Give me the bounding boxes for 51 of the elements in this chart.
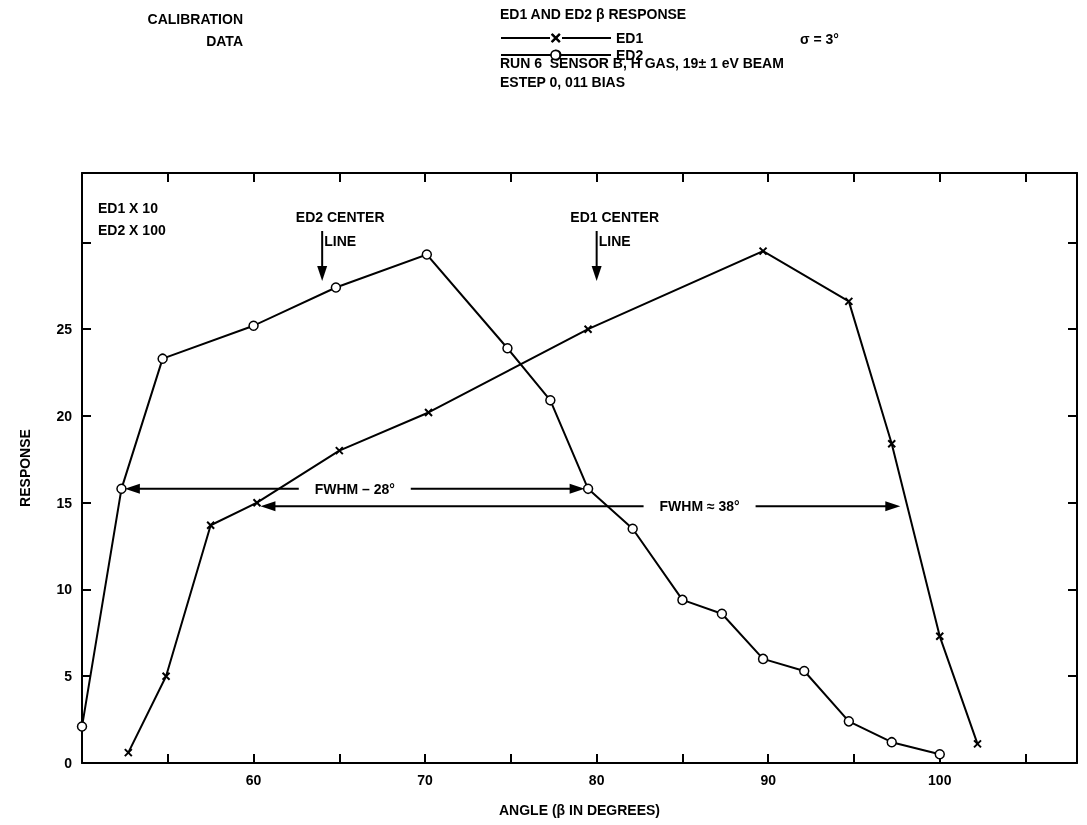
point [798, 665, 810, 677]
point [935, 631, 945, 641]
point [334, 446, 344, 456]
point [677, 594, 688, 606]
point [934, 749, 946, 760]
point [716, 608, 728, 620]
point [844, 296, 854, 306]
y-tick-label: 15 [56, 494, 73, 511]
y-axis-title: RESPONSE [17, 429, 33, 507]
point [252, 498, 262, 508]
point [248, 320, 259, 331]
point [757, 653, 769, 665]
x-tick-label: 90 [760, 772, 777, 788]
point [330, 282, 342, 293]
point [886, 736, 897, 748]
annotation: ED2 CENTER LINE [295, 209, 385, 249]
y-tick-label: 5 [64, 668, 73, 685]
point [206, 520, 216, 530]
point [421, 249, 433, 260]
point [123, 748, 133, 758]
x-axis-title: ANGLE (β IN DEGREES) [499, 802, 660, 818]
point [116, 483, 127, 495]
x-tick-label: 80 [588, 772, 605, 788]
x-tick-label: 60 [245, 772, 262, 788]
legend-label: ED1 [616, 30, 644, 46]
chart-title: ED1 AND ED2 β RESPONSE [500, 6, 687, 22]
y-tick-label: 0 [64, 755, 73, 771]
text: σ = 3° [800, 31, 839, 47]
point [583, 324, 593, 334]
x-tick-label: 100 [928, 772, 952, 788]
annotation: ED1 CENTER LINE [570, 209, 659, 249]
point [973, 739, 982, 749]
text: CALIBRATION DATA [147, 11, 243, 49]
x-tick-label: 70 [417, 772, 434, 788]
point [627, 523, 638, 534]
point [424, 407, 434, 417]
point [157, 353, 168, 364]
y-tick-label: 25 [56, 321, 73, 338]
point [502, 343, 513, 354]
point [161, 671, 171, 681]
point [758, 246, 768, 256]
y-tick-label: 20 [56, 407, 73, 424]
point [545, 395, 556, 406]
annotation: FWHM – 28° [314, 480, 395, 497]
point [887, 439, 897, 449]
annotation: FWHM ≈ 38° [659, 498, 740, 515]
point [76, 721, 88, 732]
annotation: ED1 X 10 ED2 X 100 [98, 200, 166, 238]
point [582, 483, 594, 495]
point [843, 716, 855, 727]
y-tick-label: 10 [56, 581, 73, 598]
